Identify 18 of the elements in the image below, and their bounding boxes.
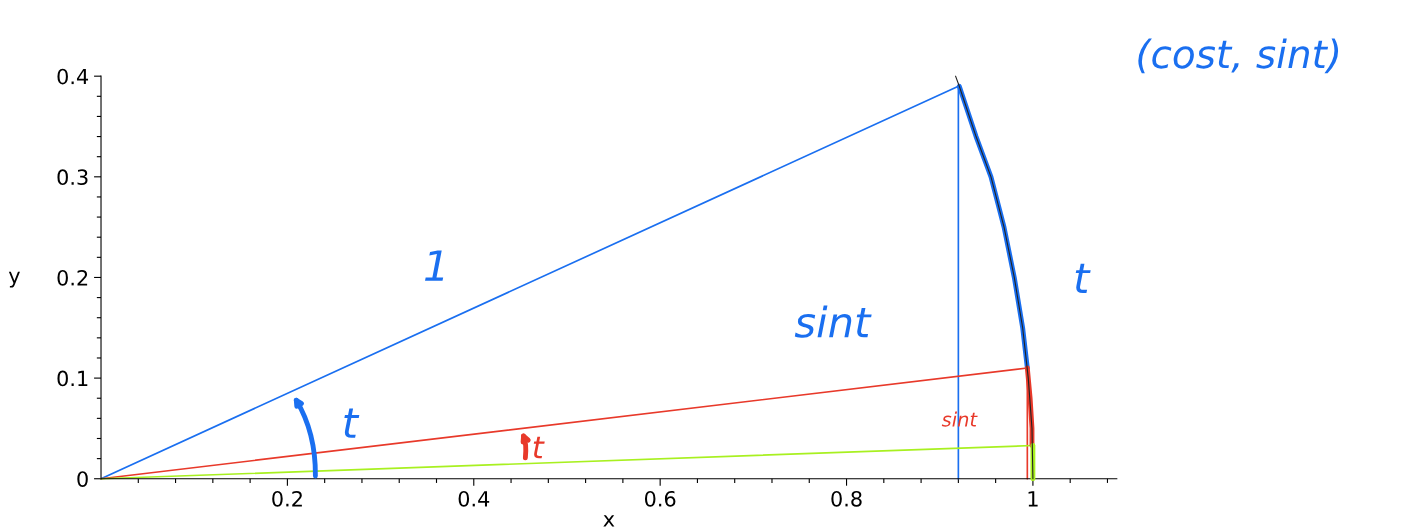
x-tick-label: 0.8 — [831, 490, 862, 507]
x-tick-label: 0.2 — [272, 490, 302, 507]
annotation: 1 — [425, 250, 444, 281]
y-tick-label: 0.1 — [57, 370, 88, 387]
x-tick-label: 0.6 — [644, 490, 676, 507]
x-tick-label: 1 — [1028, 491, 1038, 507]
y-axis-title: y — [8, 271, 20, 288]
annotation: t — [344, 408, 360, 438]
x-tick-label: 0.4 — [458, 490, 490, 507]
x-axis-title: x — [603, 515, 615, 527]
y-tick-label: 0.4 — [57, 68, 89, 85]
annotation: sint — [794, 305, 872, 338]
text: (cost, sint) — [1138, 38, 1339, 74]
y-tick-label: 0.2 — [57, 269, 88, 286]
y-tick-label: 0.3 — [57, 169, 88, 186]
annotation: t — [533, 436, 545, 459]
annotation: t — [1075, 263, 1091, 293]
y-tick-label: 0 — [77, 471, 88, 487]
